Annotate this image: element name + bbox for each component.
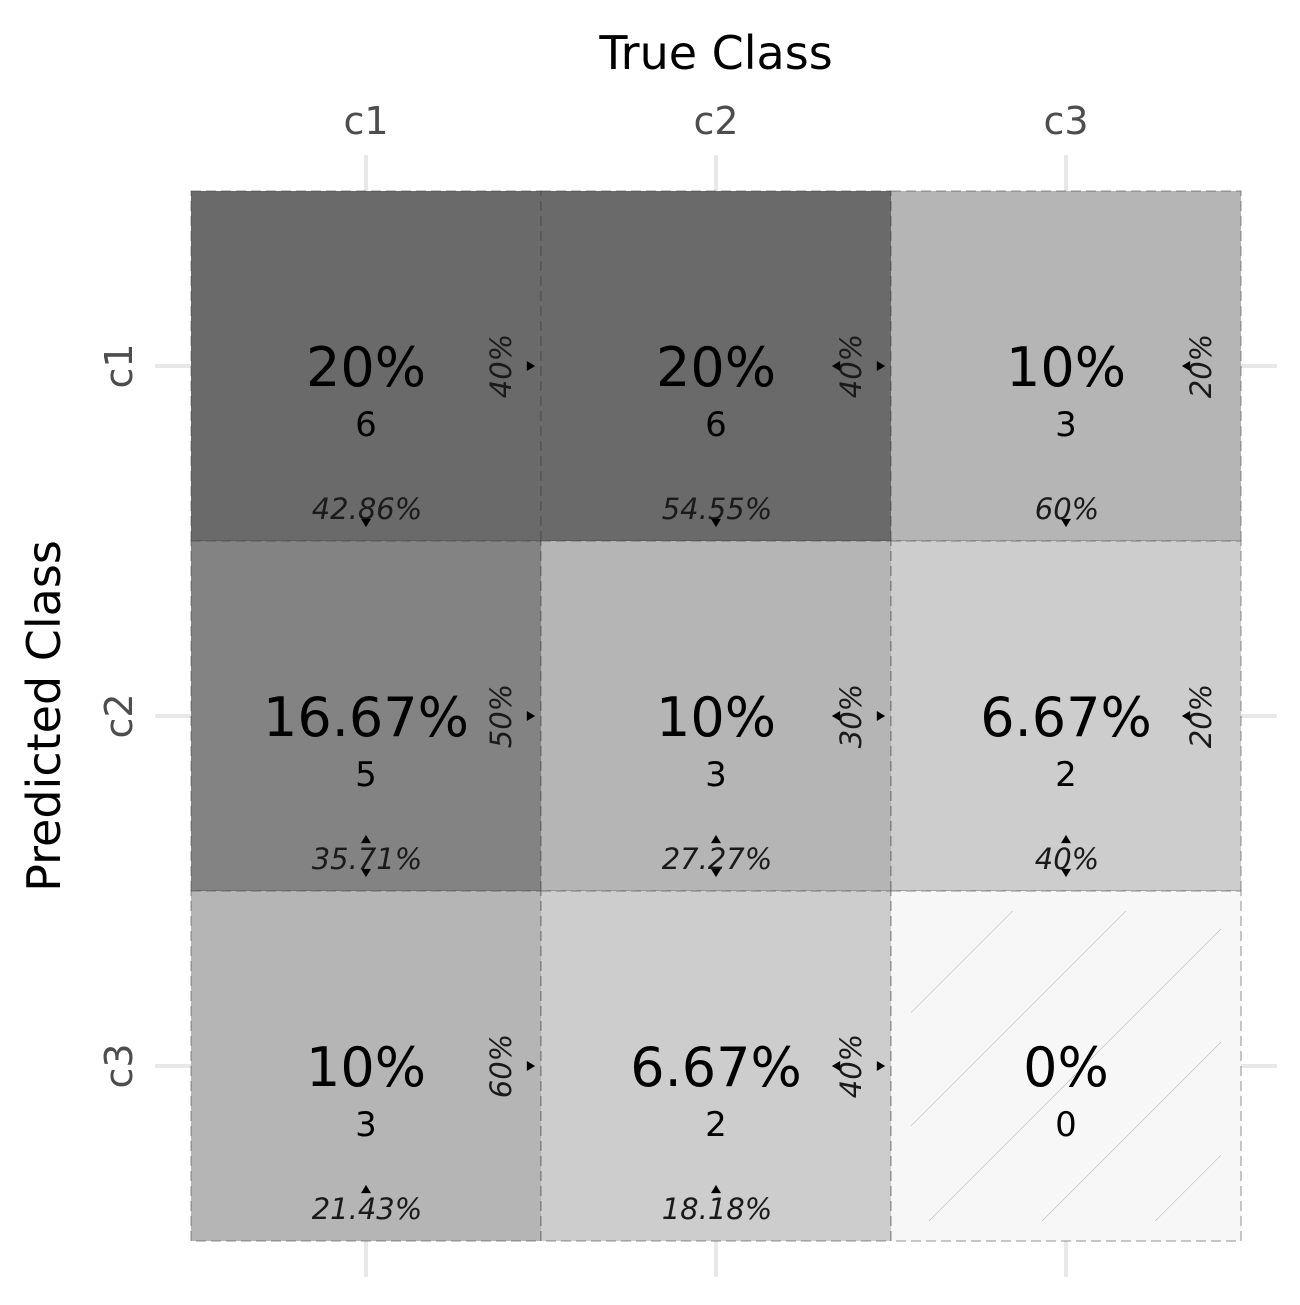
column-arrow-down xyxy=(711,868,721,878)
x-tick-label: c3 xyxy=(1043,99,1088,143)
matrix-cell: 10%327.27%30% xyxy=(540,540,892,892)
row-arrow-right xyxy=(526,711,536,721)
row-arrow-left xyxy=(831,1061,841,1071)
cell-layer: 20%642.86%40% 20%654.55%40% 10%360%20%16.6… xyxy=(190,190,1242,1242)
cell-count: 5 xyxy=(355,755,377,795)
x-tick-label: c2 xyxy=(693,99,738,143)
cell-tile xyxy=(191,191,541,541)
cell-count: 6 xyxy=(355,405,377,445)
row-arrow-left xyxy=(1181,711,1191,721)
x-axis-title: True Class xyxy=(598,26,832,80)
cell-tile xyxy=(191,541,541,891)
cell-border xyxy=(890,890,1242,1242)
cell-percentage: 6.67% xyxy=(630,1036,802,1099)
column-arrow-up xyxy=(1061,834,1071,844)
cell-column-percentage: 21.43% xyxy=(312,1192,423,1226)
row-arrow-right xyxy=(526,361,536,371)
column-arrow-up xyxy=(711,834,721,844)
matrix-cell: 6.67%218.18%40% xyxy=(540,890,892,1242)
row-arrow-left xyxy=(831,361,841,371)
cell-percentage: 10% xyxy=(656,686,776,749)
column-arrow-up xyxy=(711,1184,721,1194)
column-arrow-down xyxy=(361,518,371,528)
cell-percentage: 20% xyxy=(656,336,776,399)
matrix-cell: 20%654.55%40% xyxy=(540,190,892,542)
x-tick-label: c1 xyxy=(343,99,388,143)
column-arrow-down xyxy=(711,518,721,528)
matrix-cell: 16.67%535.71%50% xyxy=(190,540,542,892)
y-axis-title: Predicted Class xyxy=(17,540,71,892)
cell-count: 0 xyxy=(1055,1105,1077,1145)
column-arrow-down xyxy=(361,868,371,878)
column-arrow-down xyxy=(1061,518,1071,528)
cell-tile xyxy=(191,891,541,1241)
cell-percentage: 16.67% xyxy=(263,686,469,749)
cell-column-percentage: 18.18% xyxy=(662,1192,773,1226)
matrix-cell: 10%360%20% xyxy=(890,190,1242,542)
cell-row-percentage: 40% xyxy=(484,334,518,398)
column-arrow-up xyxy=(361,1184,371,1194)
cell-count: 2 xyxy=(705,1105,727,1145)
cell-percentage: 10% xyxy=(1006,336,1126,399)
cell-percentage: 0% xyxy=(1023,1036,1109,1099)
matrix-cell: 20%642.86%40% xyxy=(190,190,542,542)
column-arrow-down xyxy=(1061,868,1071,878)
y-tick-label: c1 xyxy=(97,343,141,388)
row-arrow-right xyxy=(876,711,886,721)
cell-row-percentage: 60% xyxy=(484,1034,518,1098)
row-arrow-right xyxy=(876,1061,886,1071)
cell-count: 3 xyxy=(1055,405,1077,445)
cell-count: 6 xyxy=(705,405,727,445)
y-tick-label: c2 xyxy=(97,693,141,738)
row-arrow-right xyxy=(526,1061,536,1071)
matrix-cell: 6.67%240%20% xyxy=(890,540,1242,892)
row-arrow-left xyxy=(831,711,841,721)
cell-percentage: 10% xyxy=(306,1036,426,1099)
cell-count: 3 xyxy=(705,755,727,795)
row-arrow-right xyxy=(876,361,886,371)
cell-percentage: 6.67% xyxy=(980,686,1152,749)
column-arrow-up xyxy=(361,834,371,844)
cell-count: 3 xyxy=(355,1105,377,1145)
row-arrow-left xyxy=(1181,361,1191,371)
cell-row-percentage: 50% xyxy=(484,684,518,748)
matrix-cell: 10% 3 21.43% 60% xyxy=(190,890,542,1242)
y-tick-label: c3 xyxy=(97,1043,141,1088)
cell-count: 2 xyxy=(1055,755,1077,795)
cell-percentage: 20% xyxy=(306,336,426,399)
label-layer: c1 c2 c3 c1 c2 c3 xyxy=(97,99,1089,1089)
cell-hatch xyxy=(911,911,1221,1221)
matrix-cell: 0%0 xyxy=(890,890,1242,1242)
